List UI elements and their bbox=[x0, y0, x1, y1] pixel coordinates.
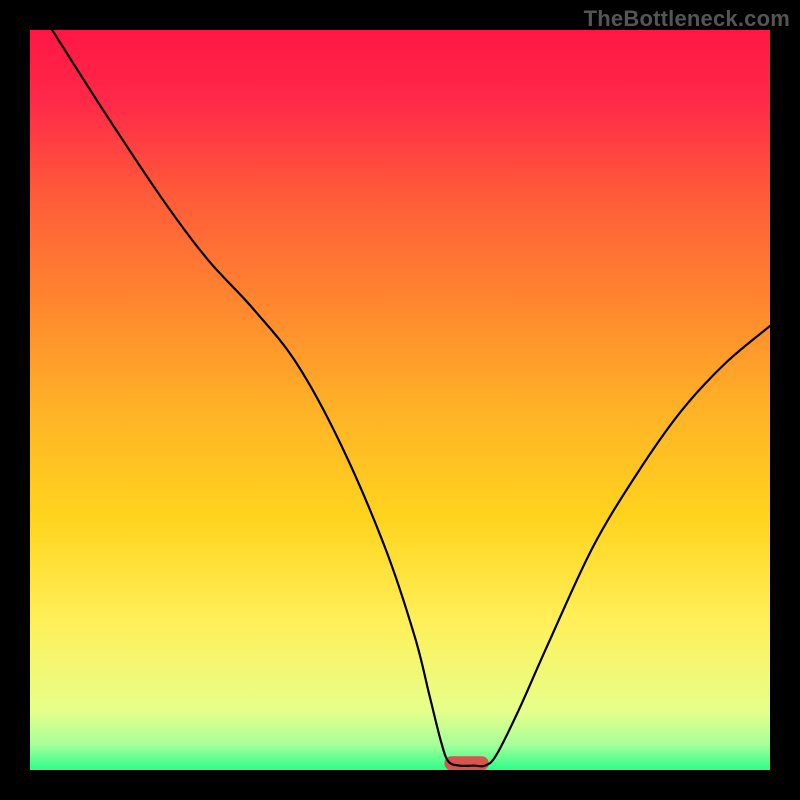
chart-frame: TheBottleneck.com bbox=[0, 0, 800, 800]
watermark-text: TheBottleneck.com bbox=[584, 6, 790, 32]
gradient-chart bbox=[0, 0, 800, 800]
plot-background bbox=[30, 30, 770, 770]
